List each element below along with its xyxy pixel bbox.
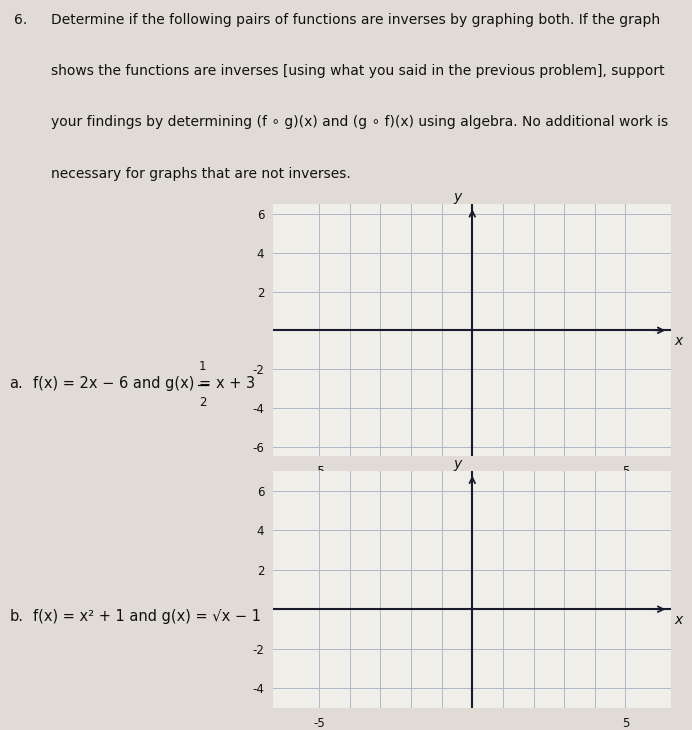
Text: your findings by determining (f ∘ g)(x) and (g ∘ f)(x) using algebra. No additio: your findings by determining (f ∘ g)(x) … xyxy=(51,115,668,129)
Text: necessary for graphs that are not inverses.: necessary for graphs that are not invers… xyxy=(51,166,352,181)
Text: 2: 2 xyxy=(199,396,207,410)
Text: y: y xyxy=(453,457,461,471)
Text: f(x) = 2x − 6 and g(x) =: f(x) = 2x − 6 and g(x) = xyxy=(33,376,216,391)
Text: x: x xyxy=(674,613,682,627)
Text: f(x) = x² + 1 and g(x) = √x − 1: f(x) = x² + 1 and g(x) = √x − 1 xyxy=(33,610,261,624)
Text: y: y xyxy=(453,191,461,204)
Text: 1: 1 xyxy=(199,360,207,373)
Text: shows the functions are inverses [using what you said in the previous problem], : shows the functions are inverses [using … xyxy=(51,64,665,78)
Text: a.: a. xyxy=(10,376,24,391)
Text: Determine if the following pairs of functions are inverses by graphing both. If : Determine if the following pairs of func… xyxy=(51,13,661,27)
Text: b.: b. xyxy=(10,610,24,624)
Text: x + 3: x + 3 xyxy=(216,376,255,391)
Text: x: x xyxy=(674,334,682,348)
Text: 6.: 6. xyxy=(14,13,27,27)
